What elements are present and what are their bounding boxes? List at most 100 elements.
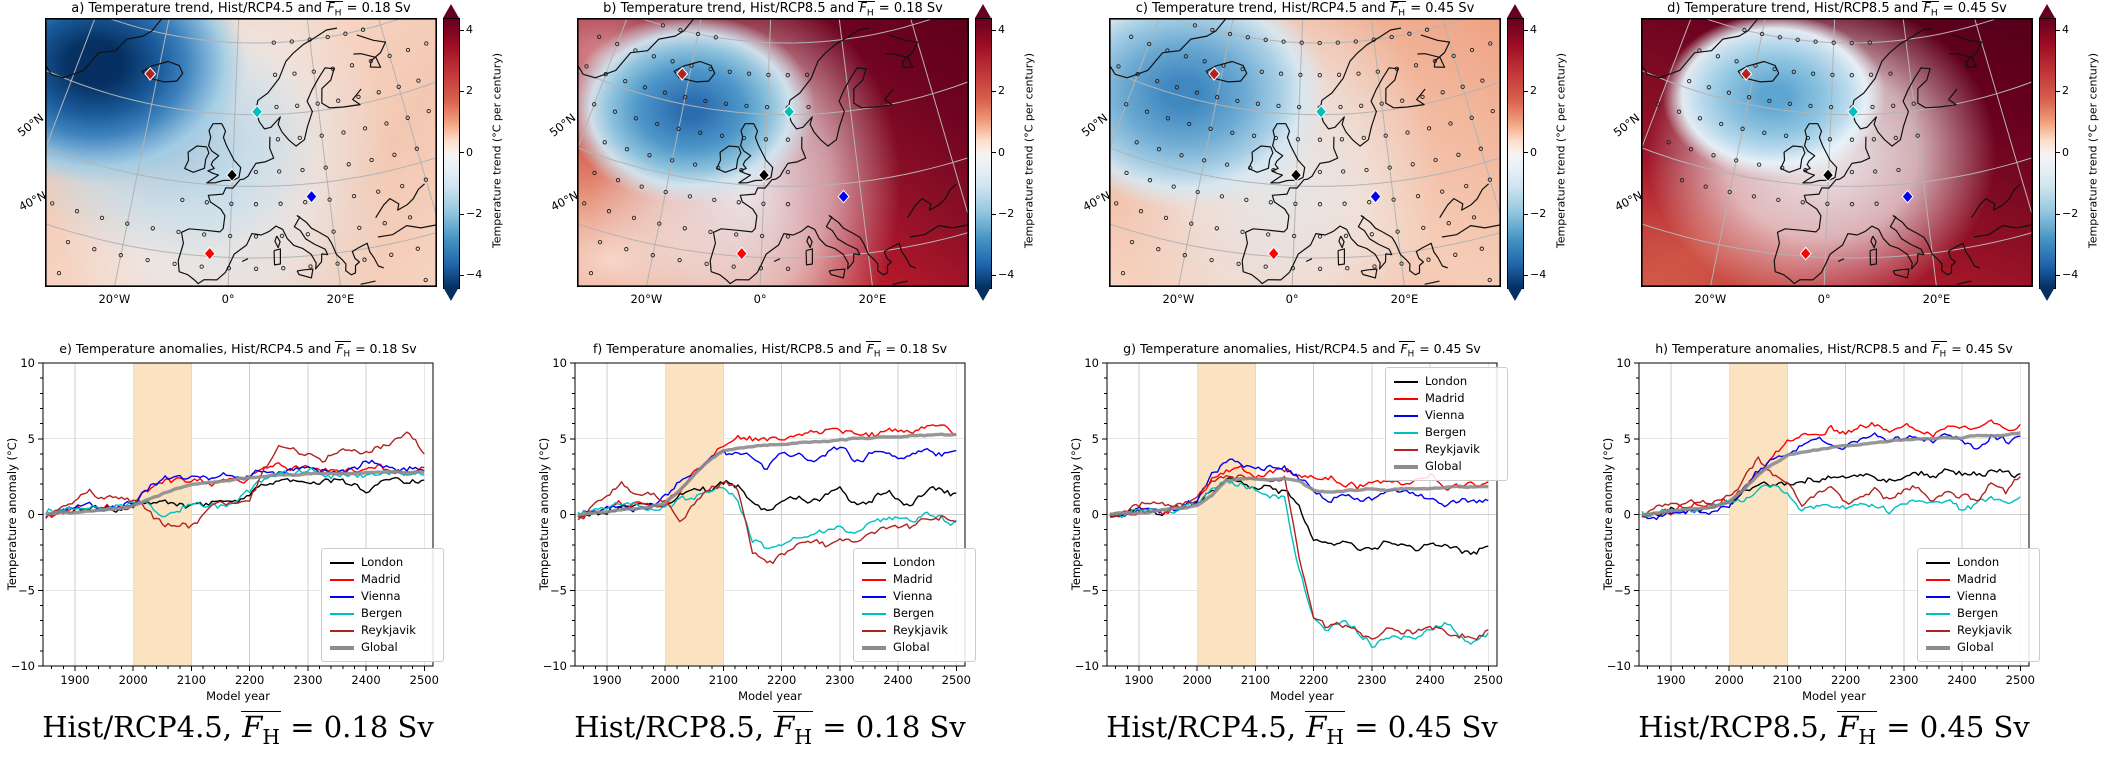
colorbar-tickmark (992, 90, 996, 92)
stipple-dot (1293, 201, 1298, 206)
y-ticklabel: −10 (11, 659, 35, 673)
hosing-period-shading (1729, 363, 1788, 666)
stipple-dot (389, 252, 394, 257)
legend-swatch-vienna (1394, 414, 1418, 417)
x-axis-label: Model year (738, 689, 802, 703)
coastline-path (885, 34, 919, 68)
legend-swatch-reykjavik (1926, 629, 1950, 632)
stipple-dot (1235, 98, 1240, 104)
city-marker-vienna (305, 189, 318, 204)
colorbar-tickmark (1524, 152, 1528, 153)
map-title-c: c) Temperature trend, Hist/RCP4.5 and FH… (1135, 1, 1475, 19)
stipple-dot (253, 234, 259, 239)
legend-swatch-global (1394, 464, 1418, 469)
colorbar-tickmark (992, 29, 996, 31)
fh-overline: FH (1931, 341, 1948, 360)
colorbar-tickmark (2056, 213, 2060, 215)
legend-item-london: London (1926, 554, 2030, 571)
stipple-dot (670, 158, 675, 163)
stipple-dot (1236, 261, 1241, 267)
lat-tick-50N: 50°N (546, 110, 579, 140)
legend-swatch-bergen (1394, 431, 1418, 434)
stipple-dot (1317, 202, 1323, 207)
coastline-path (1424, 280, 1440, 285)
stipple-dot (1202, 158, 1207, 163)
graticule-meridian (1641, 18, 1692, 152)
city-marker-reykjavik (676, 66, 689, 81)
graticule-meridian (577, 18, 628, 152)
scenario-caption-h: Hist/RCP8.5, FH = 0.45 Sv (1638, 710, 2030, 749)
legend-label-vienna: Vienna (361, 589, 401, 603)
stipple-dot (1440, 189, 1445, 194)
stipple-dot (723, 101, 729, 106)
stipple-dot (1825, 201, 1830, 206)
stipple-dot (1291, 233, 1297, 239)
stipple-dot (229, 201, 234, 206)
city-marker-london (1289, 168, 1303, 183)
colorbar-arrow-down (975, 287, 991, 301)
lat-tick-40N: 40°N (1080, 188, 1113, 214)
stipple-dot (1341, 169, 1346, 174)
legend-label-vienna: Vienna (1957, 589, 1997, 603)
legend-swatch-reykjavik (862, 629, 886, 632)
colorbar-tickmark (2056, 90, 2060, 92)
stipple-dot (323, 165, 328, 170)
fh-overline: FH (1389, 1, 1407, 19)
stipple-dot (145, 257, 150, 263)
legend-label-reykjavik: Reykjavik (893, 623, 948, 637)
stipple-dot (292, 71, 297, 76)
colorbar-axis-label: Temperature trend (°C per century) (2086, 52, 2100, 249)
stipple-dot (1165, 116, 1171, 121)
x-ticklabel: 1900 (592, 673, 621, 687)
x-axis-label: Model year (206, 689, 270, 703)
stipple-dot (1343, 233, 1349, 239)
stipple-dot (615, 178, 621, 183)
legend-f: London Madrid Vienna Bergen Reykjavik Global (853, 548, 976, 662)
ticks (38, 362, 425, 671)
coastline-path (353, 34, 387, 68)
graticule-meridian (645, 18, 702, 287)
series-line-london (577, 479, 957, 519)
legend-label-madrid: Madrid (361, 572, 401, 586)
stipple-dot (99, 215, 105, 221)
coastline-path (241, 258, 249, 263)
stipple-dot (319, 133, 324, 138)
stipple-dot (1317, 73, 1322, 78)
colorbar-tickmark (1524, 274, 1528, 276)
stipple-dot (1776, 197, 1781, 203)
stipple-dot (176, 229, 181, 235)
city-marker-bergen (251, 104, 264, 119)
legend-label-vienna: Vienna (893, 589, 933, 603)
stipple-dot (360, 27, 366, 32)
stipple-dot (1387, 165, 1392, 170)
stipple-dot (592, 102, 597, 107)
stipple-dot (804, 72, 810, 77)
stipple-dot (1192, 23, 1198, 28)
stipple-dot (1687, 78, 1692, 84)
coastline-path (1360, 268, 1378, 279)
lat-tick-40N: 40°N (16, 188, 49, 214)
stipple-dot (1335, 40, 1340, 45)
x-ticklabel: 2300 (293, 673, 322, 687)
stipple-dot (1138, 209, 1144, 214)
stipple-dot (764, 104, 770, 110)
ts-title-f: f) Temperature anomalies, Hist/RCP8.5 an… (592, 341, 948, 360)
graticule-meridian (1291, 18, 1304, 287)
graticule-parallel (1109, 146, 1501, 187)
stipple-dot (1383, 133, 1388, 138)
stipple-dot (676, 126, 681, 131)
stipple-dot (1245, 35, 1250, 40)
graticule-meridian (838, 18, 874, 287)
legend-item-global: Global (1926, 639, 2030, 656)
stipple-dot (785, 73, 790, 78)
x-ticklabel: 2200 (1299, 673, 1328, 687)
x-ticklabel: 2500 (2006, 673, 2035, 687)
legend-item-bergen: Bergen (862, 605, 966, 622)
graticule-parallel (106, 18, 404, 44)
city-marker-madrid (1267, 246, 1280, 261)
stipple-dot (1666, 140, 1671, 145)
x-ticklabel: 1900 (1656, 673, 1685, 687)
stipple-dot (351, 193, 357, 199)
colorbar-arrow-up (443, 4, 459, 18)
